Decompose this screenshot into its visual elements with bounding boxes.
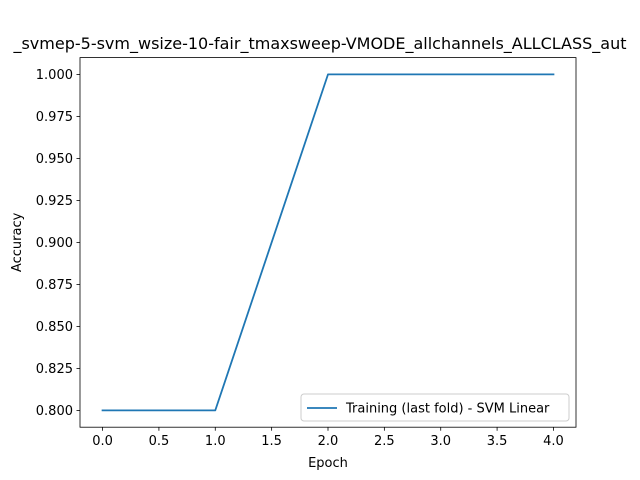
y-tick-label: 0.900 xyxy=(36,236,73,251)
x-tick-label: 0.0 xyxy=(92,434,113,449)
y-axis-label: Accuracy xyxy=(10,212,25,272)
x-tick-label: 0.5 xyxy=(149,434,170,449)
y-tick-label: 0.850 xyxy=(36,320,73,335)
y-tick-label: 0.975 xyxy=(36,110,73,125)
y-tick-label: 1.000 xyxy=(36,68,73,83)
series-layer xyxy=(101,73,555,412)
y-axis-ticks: 0.800 0.825 0.850 0.875 0.900 0.925 0.950 0.975… xyxy=(36,68,80,419)
x-tick-label: 3.5 xyxy=(487,434,508,449)
legend-entry-label: Training (last fold) - SVM Linear xyxy=(345,402,550,417)
legend: Training (last fold) - SVM Linear xyxy=(300,393,570,422)
plot-frame xyxy=(79,57,577,428)
x-tick-label: 1.5 xyxy=(261,434,282,449)
legend-box xyxy=(300,393,570,422)
y-tick-label: 0.800 xyxy=(36,404,73,419)
x-axis-label: Epoch xyxy=(308,456,348,471)
series-line xyxy=(101,73,555,412)
y-tick-label: 0.925 xyxy=(36,194,73,209)
x-tick-label: 4.0 xyxy=(543,434,564,449)
x-tick-label: 2.5 xyxy=(374,434,395,449)
y-tick-label: 0.950 xyxy=(36,152,73,167)
chart-title: _svmep-5-svm_wsize-10-fair_tmaxsweep-VMO… xyxy=(12,34,626,54)
x-tick-label: 2.0 xyxy=(318,434,339,449)
y-tick-label: 0.875 xyxy=(36,278,73,293)
x-tick-label: 3.0 xyxy=(430,434,451,449)
x-tick-label: 1.0 xyxy=(205,434,226,449)
plot-area xyxy=(80,57,576,428)
y-tick-label: 0.825 xyxy=(36,362,73,377)
x-axis-ticks: 0.0 0.5 1.0 1.5 2.0 2.5 3.0 3.5 4.0 xyxy=(92,427,564,449)
